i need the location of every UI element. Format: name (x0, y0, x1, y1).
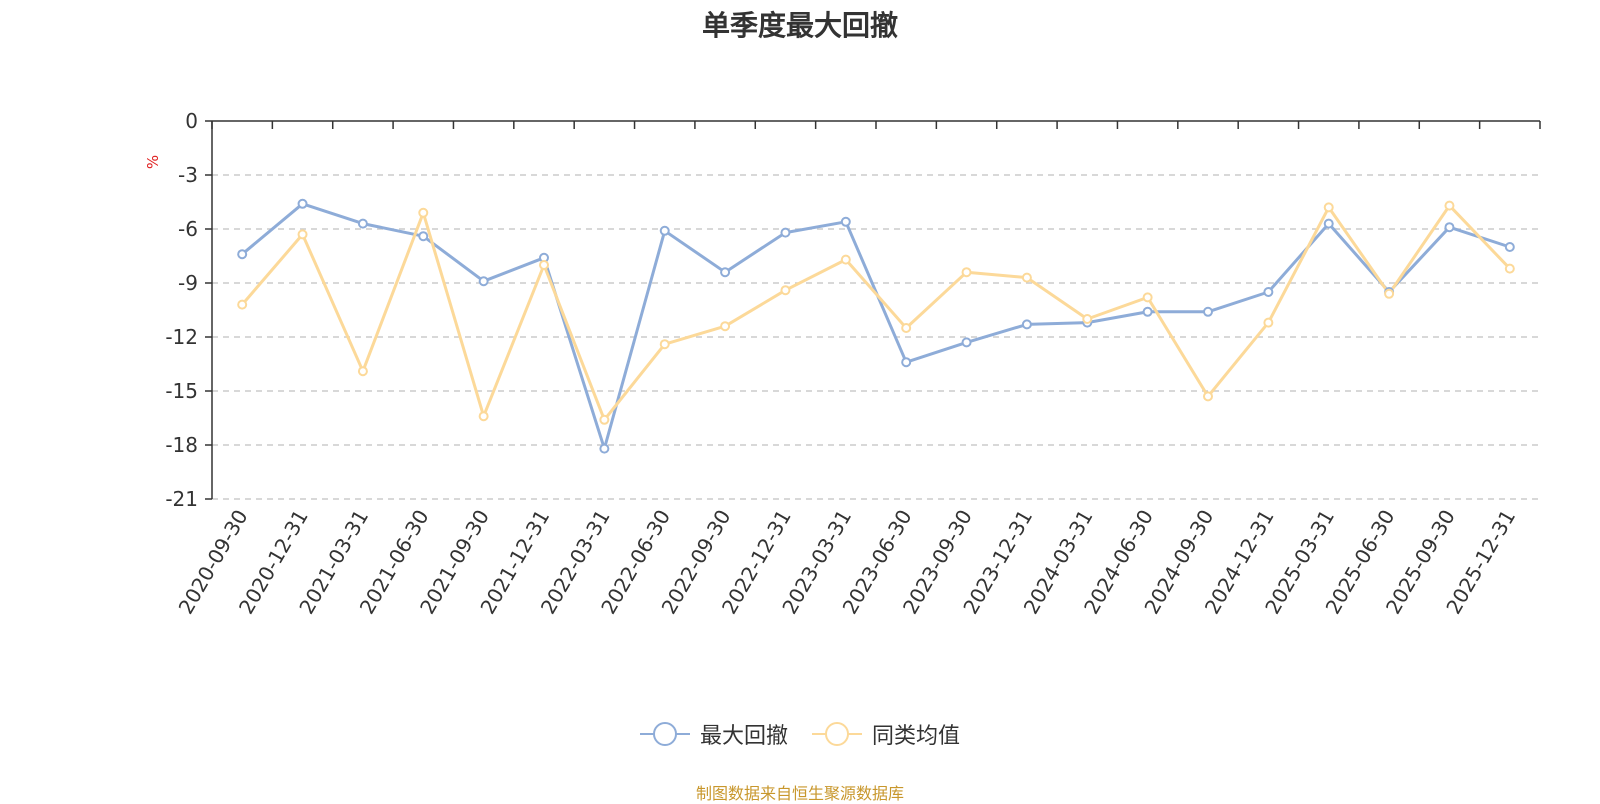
data-source-note: 制图数据来自恒生聚源数据库 (695, 784, 904, 803)
data-point-0 (1444, 222, 1455, 233)
y-tick-label: -9 (178, 271, 198, 295)
y-tick-label: -21 (165, 487, 198, 511)
y-tick-label: -3 (178, 163, 198, 187)
data-point-1 (1384, 288, 1395, 299)
data-point-0 (961, 337, 972, 348)
data-point-1 (539, 260, 549, 270)
legend-label-max-drawdown: 最大回撤 (699, 724, 788, 749)
data-point-0 (840, 216, 851, 227)
data-point-0 (1263, 287, 1274, 297)
legend-swatch-max-drawdown (639, 722, 690, 746)
data-point-1 (901, 323, 912, 333)
y-tick-label: -6 (178, 217, 198, 241)
data-point-1 (1504, 263, 1515, 274)
data-point-1 (357, 366, 368, 377)
data-point-0 (659, 225, 670, 236)
legend-swatch-peer-average (812, 722, 862, 746)
data-point-0 (237, 249, 248, 260)
y-tick-label: -15 (165, 379, 198, 403)
data-point-1 (780, 285, 791, 296)
y-axis-label: % (144, 155, 162, 169)
data-point-1 (840, 254, 851, 265)
data-point-1 (1323, 202, 1334, 213)
legend-label-peer-average: 同类均值 (872, 724, 961, 749)
data-point-0 (1142, 306, 1153, 317)
y-tick-label: 0 (185, 109, 198, 133)
series-line-1 (241, 204, 1511, 422)
data-point-0 (901, 357, 912, 368)
data-point-0 (1021, 319, 1032, 330)
data-point-1 (418, 207, 429, 218)
data-point-0 (1323, 218, 1334, 229)
data-point-1 (659, 339, 670, 350)
data-point-1 (1203, 391, 1213, 402)
data-point-1 (1263, 317, 1274, 328)
legend-item-max-drawdown[interactable]: 最大回撤 (639, 718, 788, 750)
data-point-1 (599, 414, 610, 425)
data-point-1 (297, 229, 308, 240)
data-point-0 (720, 267, 731, 278)
data-point-1 (961, 267, 972, 278)
data-point-0 (1203, 306, 1213, 317)
data-point-0 (1504, 242, 1515, 252)
data-point-0 (357, 218, 368, 229)
chart-title: 单季度最大回撤 (701, 9, 898, 42)
data-point-1 (720, 321, 731, 332)
data-point-1 (1142, 292, 1153, 303)
data-point-1 (237, 299, 248, 310)
data-point-1 (478, 411, 489, 422)
data-point-1 (1444, 200, 1455, 211)
y-tick-label: -18 (165, 433, 198, 457)
y-tick-label: -12 (165, 325, 198, 349)
data-point-1 (1021, 272, 1032, 283)
legend-item-peer-average[interactable]: 同类均值 (812, 718, 960, 750)
data-point-0 (418, 231, 429, 242)
data-point-0 (297, 198, 308, 209)
data-point-0 (780, 227, 791, 238)
data-point-0 (599, 443, 610, 454)
data-point-1 (1082, 314, 1093, 324)
data-point-0 (478, 276, 489, 287)
legend: 最大回撤 同类均值 (0, 718, 1600, 750)
line-chart: 0-3-6-9-12-15-18-21%2020-09-302020-12-31… (144, 109, 1541, 618)
